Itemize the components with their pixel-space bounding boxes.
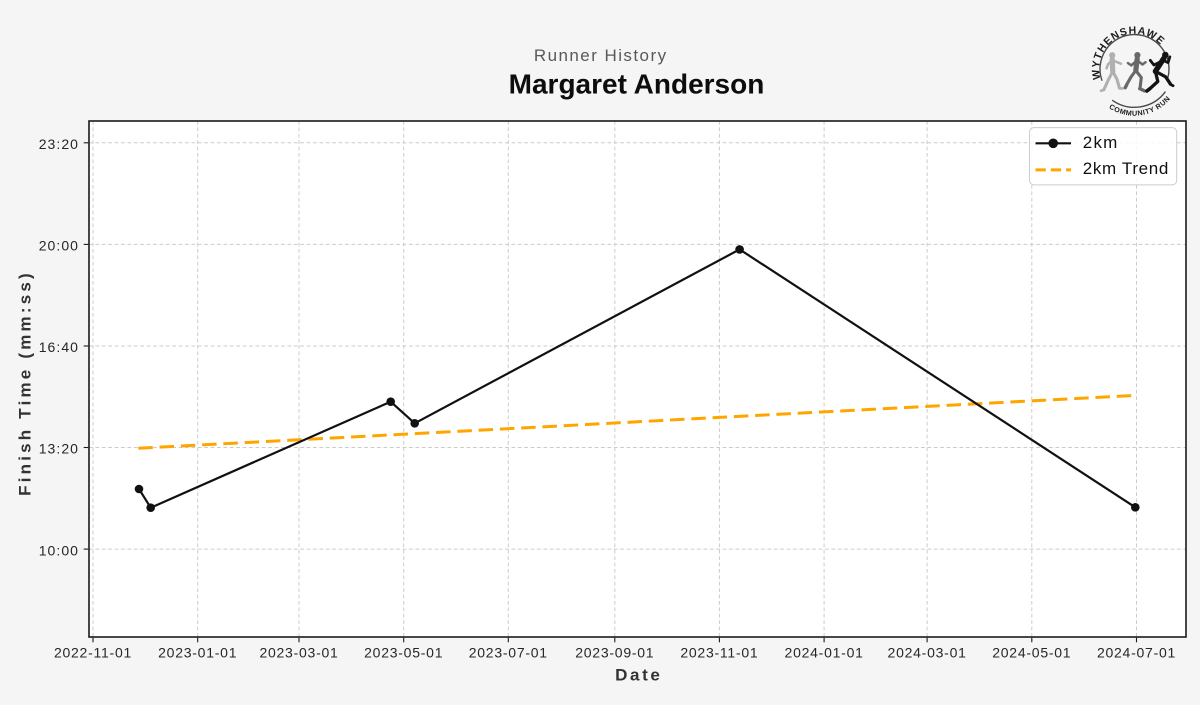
svg-text:2km: 2km <box>1083 133 1119 152</box>
svg-text:Date: Date <box>615 666 662 685</box>
svg-text:16:40: 16:40 <box>39 339 79 355</box>
svg-text:Margaret Anderson: Margaret Anderson <box>509 68 765 99</box>
svg-text:Runner History: Runner History <box>534 46 668 65</box>
svg-text:Finish Time (mm:ss): Finish Time (mm:ss) <box>16 270 35 496</box>
svg-text:10:00: 10:00 <box>39 542 79 558</box>
svg-text:2024-07-01: 2024-07-01 <box>1097 645 1176 661</box>
svg-text:2024-01-01: 2024-01-01 <box>785 645 864 661</box>
svg-text:2km Trend: 2km Trend <box>1083 159 1169 178</box>
svg-text:13:20: 13:20 <box>39 441 79 457</box>
svg-text:2023-09-01: 2023-09-01 <box>575 645 654 661</box>
svg-text:2023-05-01: 2023-05-01 <box>364 645 443 661</box>
svg-text:2023-11-01: 2023-11-01 <box>680 645 758 661</box>
svg-text:2024-05-01: 2024-05-01 <box>992 645 1071 661</box>
svg-text:23:20: 23:20 <box>39 136 79 152</box>
svg-text:2023-07-01: 2023-07-01 <box>469 645 548 661</box>
svg-text:20:00: 20:00 <box>39 238 79 254</box>
svg-text:2022-11-01: 2022-11-01 <box>54 645 132 661</box>
svg-text:2023-01-01: 2023-01-01 <box>158 645 237 661</box>
svg-text:2024-03-01: 2024-03-01 <box>888 645 967 661</box>
svg-text:2023-03-01: 2023-03-01 <box>259 645 338 661</box>
